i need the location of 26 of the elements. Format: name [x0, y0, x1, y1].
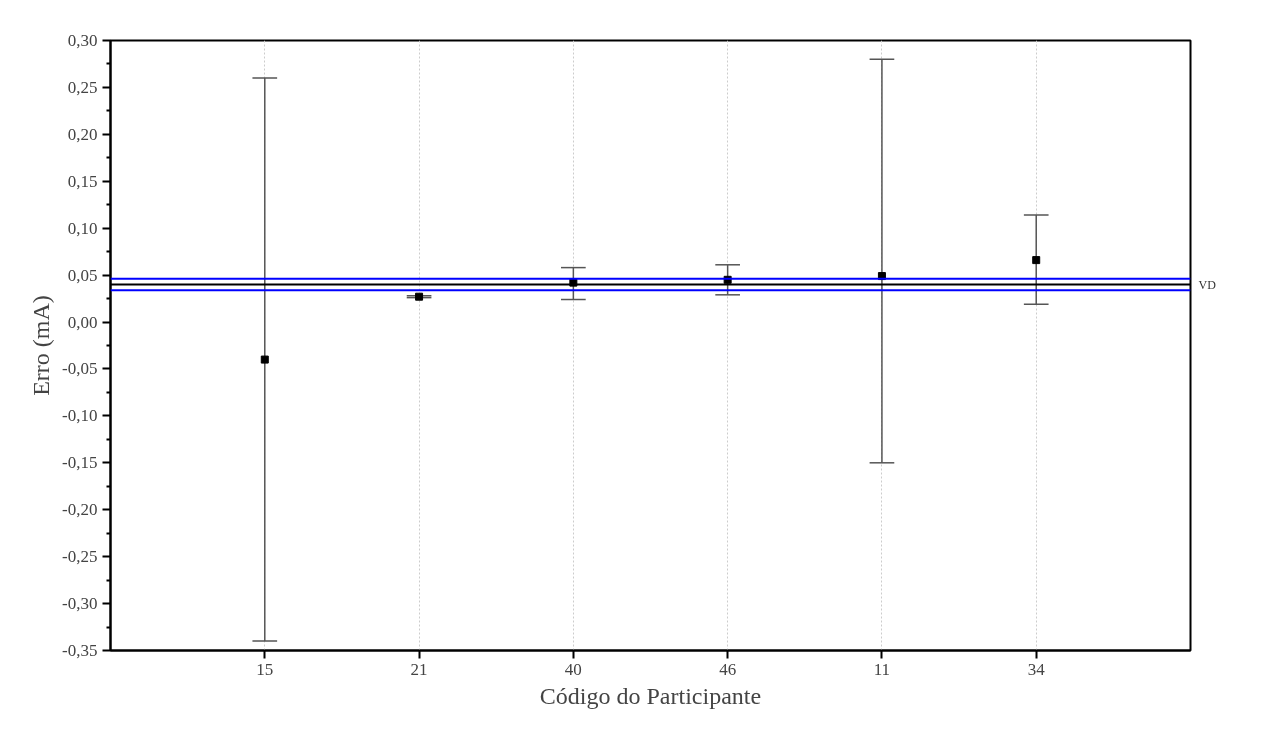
y-tick-label: 0,25 — [67, 77, 98, 97]
y-tick-label: -0,05 — [62, 359, 98, 379]
x-tick-label: 46 — [719, 659, 737, 679]
y-tick-label: 0,10 — [67, 218, 98, 238]
point — [1032, 256, 1041, 265]
x-axis-title: Código do Participante — [539, 682, 762, 709]
point — [415, 292, 424, 301]
y-tick-label: 0,00 — [67, 312, 98, 332]
y-tick-label: -0,20 — [62, 500, 98, 520]
x-tick-label: 15 — [256, 659, 274, 679]
y-tick-label: -0,10 — [62, 406, 98, 426]
ref-line-label: VD — [1198, 277, 1217, 292]
y-tick-label: 0,15 — [67, 171, 98, 191]
x-tick-label: 11 — [873, 659, 891, 679]
x-tick-label: 40 — [564, 659, 582, 679]
y-axis-title: Erro (mA) — [28, 295, 55, 396]
point — [260, 355, 269, 364]
y-tick-label: -0,15 — [62, 453, 98, 473]
y-tick-label: -0,30 — [62, 594, 98, 614]
y-tick-label: 0,20 — [67, 124, 98, 144]
y-tick-label: 0,30 — [67, 31, 98, 50]
x-tick-label: 21 — [410, 659, 428, 679]
y-tick-label: -0,25 — [62, 547, 98, 567]
y-tick-label: -0,35 — [62, 641, 98, 660]
y-tick-label: 0,05 — [67, 265, 98, 285]
x-tick-label: 34 — [1027, 659, 1046, 679]
